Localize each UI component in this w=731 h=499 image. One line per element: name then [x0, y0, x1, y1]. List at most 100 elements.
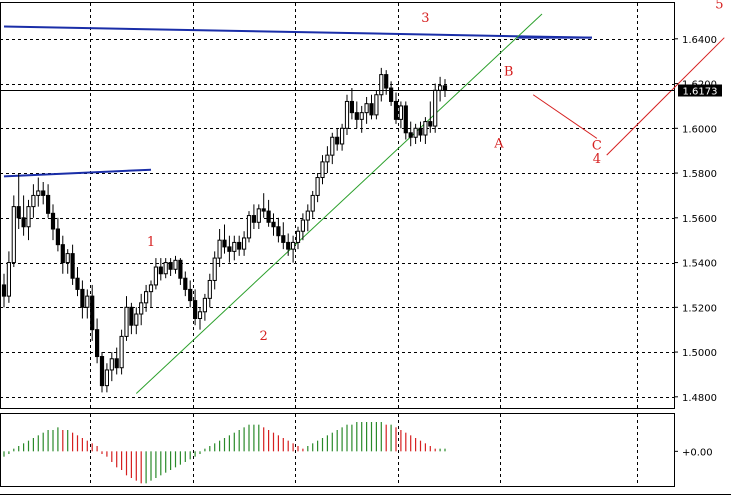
wave-label: A [493, 136, 504, 151]
candle-body [325, 154, 330, 163]
candle-body [36, 190, 41, 196]
candle-body [85, 295, 90, 308]
wave-label: 5 [715, 0, 723, 13]
candle-body [222, 239, 227, 248]
candle-body [384, 74, 389, 89]
candle-body [163, 262, 168, 275]
candle-body [188, 288, 193, 302]
support-trend-line [135, 13, 543, 394]
candle-body [438, 85, 443, 91]
wave-label: 4 [593, 152, 601, 167]
candle-body [227, 246, 232, 252]
current-price-line: 1.6173 [0, 84, 722, 98]
candle-body [232, 241, 237, 252]
candle-body [50, 212, 56, 230]
candle-body [197, 311, 203, 319]
candle-body [183, 277, 188, 290]
wave-labels: 1 2 3 A B C4 5 [147, 0, 724, 344]
y-tick-label: 1.5200 [682, 303, 717, 314]
wave-label: 3 [421, 11, 429, 26]
y-tick-label: 1.5000 [682, 348, 717, 359]
candle-body [246, 215, 252, 239]
candle-body [335, 136, 340, 145]
candle-body [80, 288, 85, 308]
candle-body [310, 194, 315, 212]
candle-body [442, 85, 448, 91]
candle-body [242, 237, 247, 250]
candle-body [124, 306, 129, 337]
candle-body [129, 306, 134, 326]
candle-body [349, 100, 354, 114]
candle-body [359, 112, 364, 120]
current-price-label: 1.6173 [683, 87, 718, 98]
wave-label: 1 [147, 235, 155, 250]
candle-body [99, 356, 105, 387]
candle-body [212, 257, 217, 281]
candle-body [315, 177, 320, 196]
candle-body [379, 74, 384, 96]
candle-body [237, 241, 242, 250]
channel-line [3, 168, 152, 178]
candle-body [134, 313, 139, 326]
y-tick-label: 1.6200 [682, 80, 717, 91]
candle-body [261, 208, 266, 212]
projection-line [532, 94, 598, 139]
oscillator-histogram [3, 422, 446, 484]
wave-label: C [592, 139, 602, 154]
projection-lines [532, 37, 725, 156]
candle-body [193, 300, 198, 319]
candle-body [340, 127, 345, 145]
candle-body [144, 291, 149, 304]
candle-body [354, 112, 359, 120]
candle-body [65, 253, 70, 264]
candle-body [139, 302, 144, 315]
candle-body [21, 217, 26, 228]
candle-body [109, 358, 114, 371]
candle-body [374, 94, 379, 116]
candle-body [114, 358, 119, 369]
hist-zero-label: +0.00 [682, 447, 713, 458]
candle-body [266, 210, 271, 223]
candle-body [305, 210, 310, 221]
y-tick-label: 1.5400 [682, 259, 717, 270]
y-tick-label: 1.4800 [682, 393, 717, 404]
candle-body [389, 87, 394, 102]
candle-body [251, 215, 257, 223]
candlesticks [1, 67, 448, 393]
price-label-box [678, 84, 722, 97]
oscillator-axis: +0.00 [674, 447, 713, 458]
y-tick-label: 1.6000 [682, 124, 717, 135]
candle-body [217, 239, 222, 259]
candle-body [271, 221, 276, 228]
candle-body [60, 244, 65, 264]
candle-body [295, 230, 301, 243]
y-tick-label: 1.6400 [682, 35, 717, 46]
candle-body [398, 105, 403, 120]
candle-body [168, 262, 173, 270]
candle-body [26, 206, 31, 228]
candle-body [119, 335, 124, 369]
candle-body [408, 132, 413, 138]
channel-lines [3, 25, 593, 178]
candle-body [393, 100, 399, 120]
trend-line [135, 13, 543, 394]
projection-line [606, 37, 725, 156]
candle-body [1, 284, 7, 297]
candle-body [11, 206, 16, 264]
candle-body [207, 279, 212, 299]
candle-body [70, 253, 75, 279]
candle-body [148, 284, 154, 293]
y-tick-label: 1.5800 [682, 169, 717, 180]
candle-body [95, 329, 100, 358]
candle-body [6, 262, 12, 297]
wave-label: B [504, 65, 514, 80]
candle-body [173, 259, 178, 270]
candle-body [369, 103, 374, 116]
candle-body [423, 121, 428, 136]
candle-body [330, 136, 335, 156]
candle-body [256, 208, 261, 223]
y-tick-label: 1.5600 [682, 214, 717, 225]
candle-body [202, 297, 208, 313]
